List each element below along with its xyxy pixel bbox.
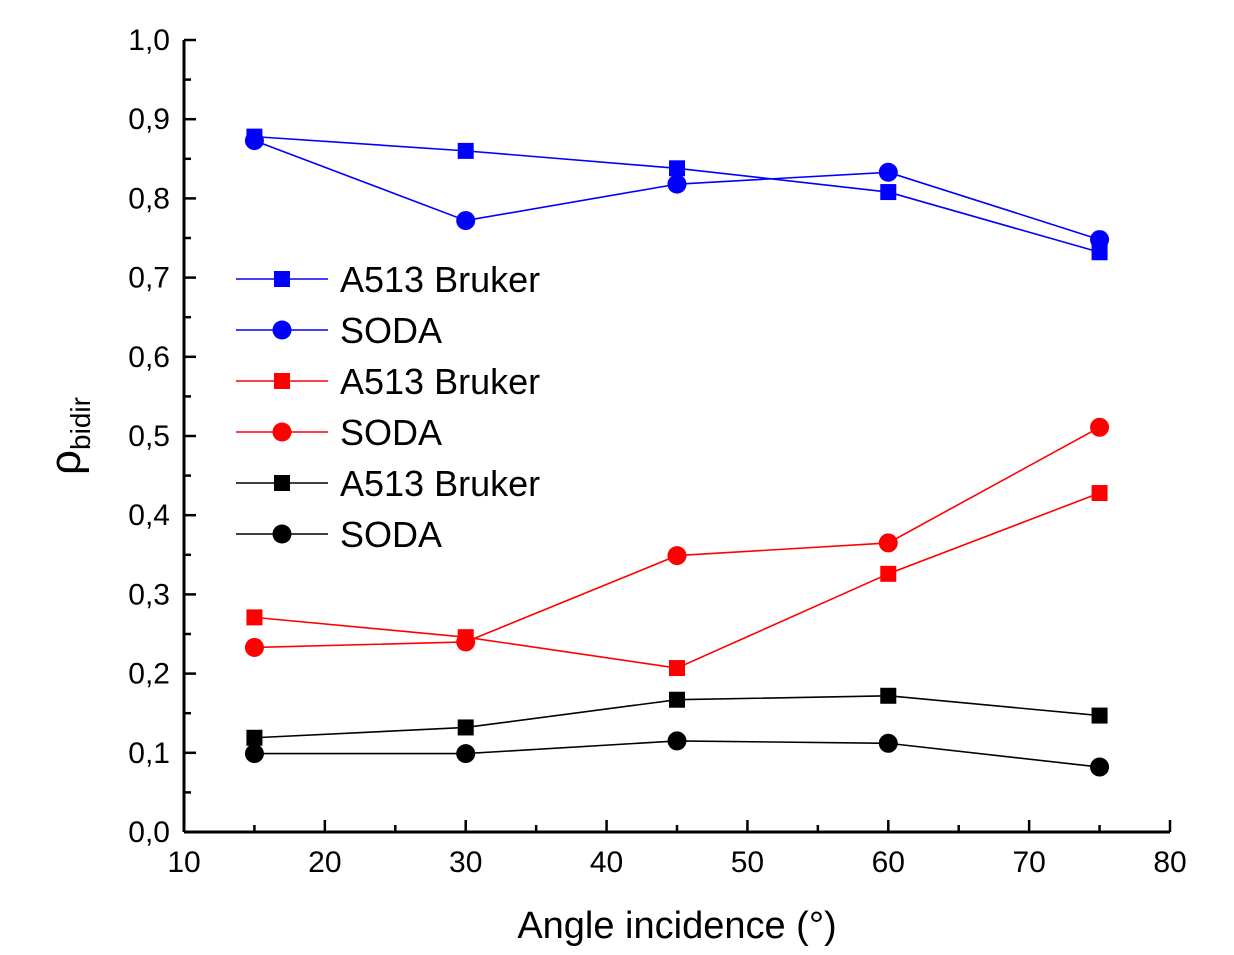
legend-label: SODA [340,514,442,555]
x-tick-label: 60 [872,846,905,879]
data-point [880,687,897,704]
x-tick-label: 10 [167,846,200,879]
data-point [667,731,687,751]
axes: 10 20 30 40 50 60 70 80 0,0 0,1 0,2 0,3 0,4 0,5 0,6 0,7… [128,24,1186,879]
legend-marker [274,373,290,389]
y-axis-label-symbol: ρ [41,450,90,475]
data-point [244,744,264,764]
y-axis-label: ρbidir [41,397,96,475]
y-tick-label: 0,7 [128,262,170,295]
x-tick-label: 70 [1012,846,1045,879]
y-tick-label: 0,9 [128,103,170,136]
data-point [880,184,897,201]
series-3 [246,485,1108,677]
y-tick-label: 0,3 [128,578,170,611]
y-axis-label-subscript: bidir [65,397,96,450]
legend-label: SODA [340,412,442,453]
data-point [878,162,898,182]
legend-label: A513 Bruker [340,463,540,504]
legend-item: SODA [236,514,442,555]
data-point [1091,244,1108,261]
data-point [1090,757,1110,777]
legend-marker [274,475,290,491]
legend-label: SODA [340,310,442,351]
legend-label: A513 Bruker [340,259,540,300]
y-tick-label: 0,1 [128,737,170,770]
data-point [246,729,263,746]
data-point [1090,230,1110,250]
y-tick-label: 0,0 [128,816,170,849]
data-point [669,691,685,708]
series-line [254,135,1100,254]
x-axis-label: Angle incidence (°) [517,905,836,947]
y-tick-label: 0,6 [128,341,170,374]
legend-label: A513 Bruker [340,361,540,402]
data-point [878,533,898,553]
x-tick-label: 80 [1153,846,1186,879]
y-tick-label: 0,4 [128,499,170,532]
legend-marker [272,422,292,442]
legend-item: SODA [236,412,442,453]
series-1 [246,128,1108,261]
data-point [1091,707,1108,724]
data-point [1091,485,1108,502]
data-point [669,160,685,177]
y-tick-label: 0,2 [128,658,170,691]
y-tick-label: 1,0 [128,24,170,57]
data-point [246,609,263,626]
data-point [244,131,264,151]
data-point [456,632,476,652]
data-point [1090,417,1110,437]
x-tick-label: 40 [590,846,623,879]
series-5 [246,687,1108,746]
legend-marker [272,524,292,544]
x-tick-label: 50 [731,846,764,879]
legend-item: A513 Bruker [236,463,540,504]
data-point [669,660,685,677]
legend: A513 Bruker SODA A513 Bruker SODA A513 Bruke… [236,259,540,555]
legend-item: A513 Bruker [236,259,540,300]
data-point [456,744,476,764]
series-group [244,128,1110,777]
legend-item: SODA [236,310,442,351]
data-point [457,719,474,736]
legend-marker [272,320,292,340]
legend-item: A513 Bruker [236,361,540,402]
data-point [880,565,897,582]
data-point [667,546,687,566]
series-4 [244,417,1110,657]
data-point [456,211,476,231]
data-point [244,637,264,657]
series-2 [244,131,1110,250]
y-tick-label: 0,5 [128,420,170,453]
data-point [667,174,687,194]
data-point [878,733,898,753]
series-6 [244,731,1110,777]
x-tick-label: 30 [449,846,482,879]
y-tick-label: 0,8 [128,182,170,215]
x-tick-label: 20 [308,846,341,879]
legend-marker [274,271,290,287]
data-point [457,142,474,159]
